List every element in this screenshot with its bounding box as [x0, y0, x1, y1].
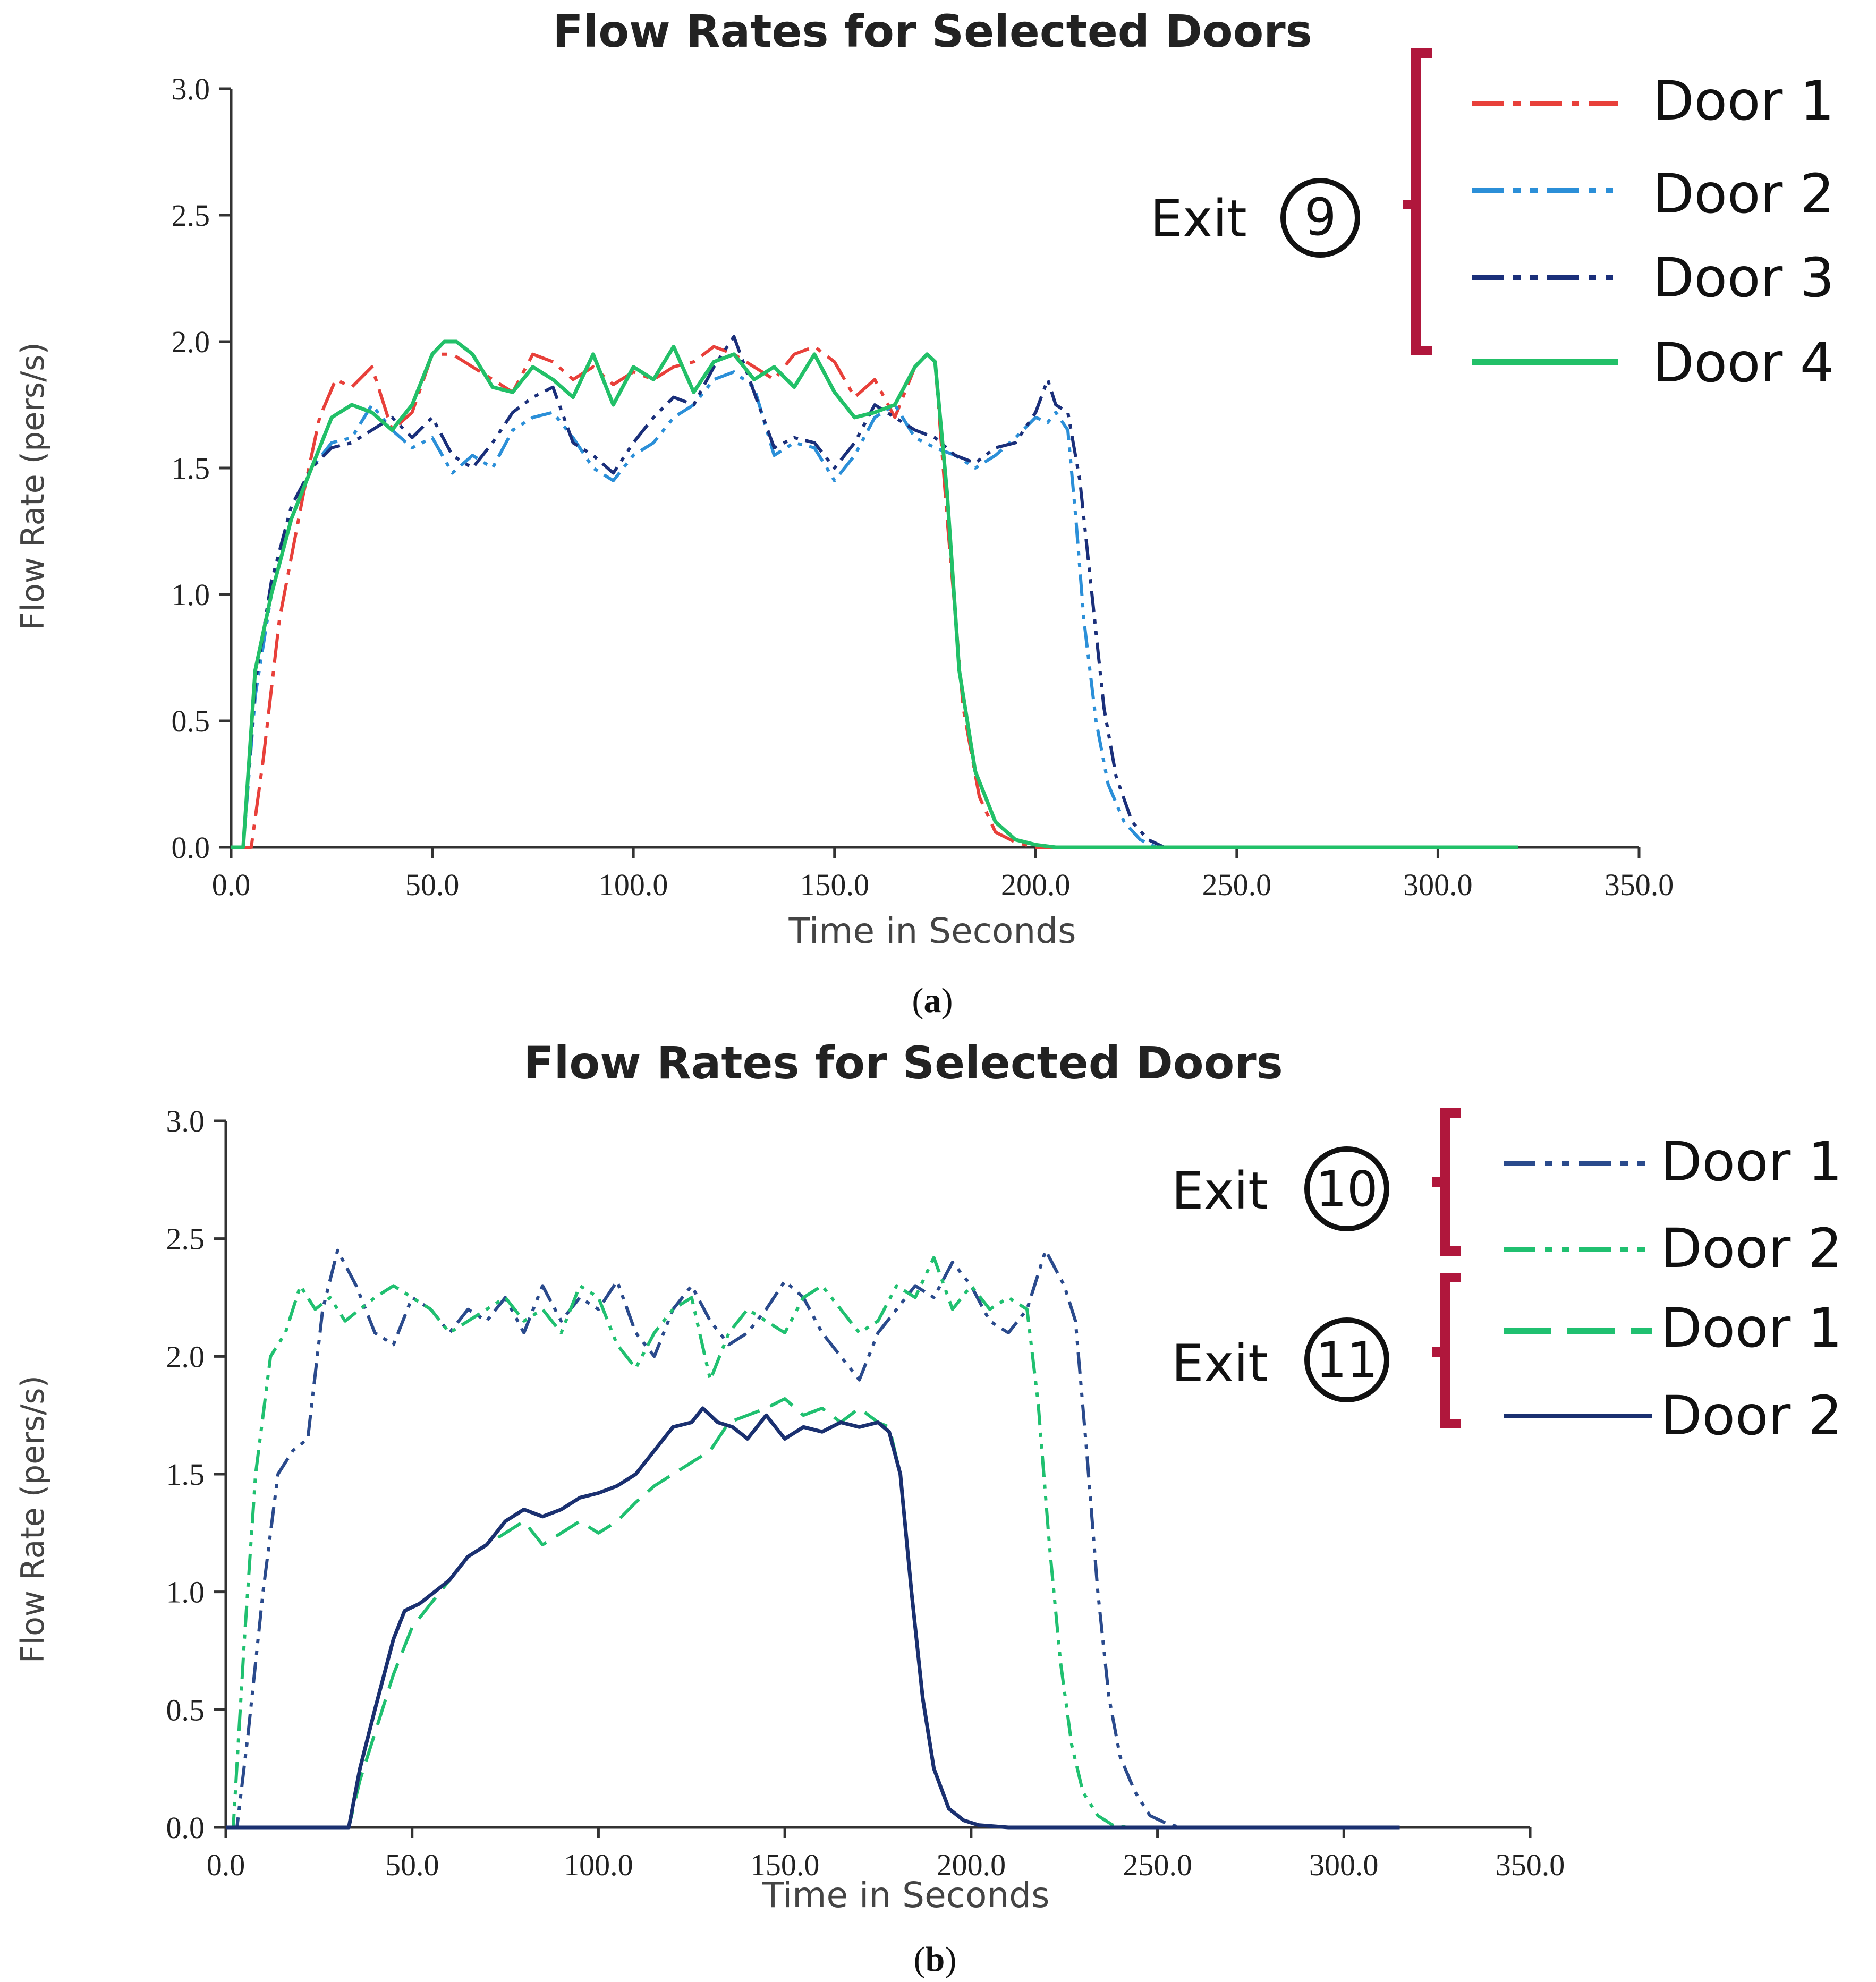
y-tick-label-b: 0.5: [166, 1692, 205, 1727]
panel-caption-b: (b): [914, 1940, 957, 1979]
series-line-a-3-door-3: [231, 335, 1518, 849]
legend-bracket-exit-9: [1403, 48, 1432, 355]
series-line-a-4-door-4: [231, 339, 1518, 849]
x-tick-label-b: 50.0: [385, 1848, 439, 1882]
series-line-b-2-door-2: [226, 1256, 1400, 1829]
legend-exit-number-11: 11: [1315, 1332, 1378, 1389]
y-axis-label-a: Flow Rate (pers/s): [14, 342, 52, 630]
x-tick-label-b: 200.0: [937, 1848, 1006, 1882]
y-tick-label-a: 1.5: [172, 451, 210, 486]
chart-title-a: Flow Rates for Selected Doors: [553, 5, 1312, 57]
axes-b: 0.0 0.5 1.0 1.5 2.0 2.5 3.0 0.0 50.0 100.0 150.0 20…: [166, 1104, 1565, 1882]
legend-exit-number-9: 9: [1304, 188, 1336, 247]
legend-label-a-door-2: Door 2: [1652, 163, 1835, 226]
y-tick-label-b: 2.0: [166, 1339, 205, 1374]
legend-label-b-exit10-door-1: Door 1: [1660, 1130, 1843, 1194]
caption-close-paren-b: ): [945, 1940, 956, 1979]
legend-a: Exit 9 Door 1 Door 2 Door 3 Door 4: [1150, 48, 1835, 395]
svg-text:(b): (b): [914, 1940, 957, 1979]
legend-exit-label-9: Exit: [1150, 189, 1247, 249]
x-tick-label-a: 200.0: [1001, 867, 1071, 902]
x-tick-label-a: 50.0: [405, 867, 460, 902]
y-tick-label-b: 3.0: [166, 1104, 205, 1138]
caption-open-paren-a: (: [912, 981, 924, 1020]
series-group-b: [226, 1248, 1400, 1830]
x-tick-label-a: 150.0: [800, 867, 869, 902]
legend-label-a-door-3: Door 3: [1652, 246, 1835, 310]
y-tick-label-a: 2.0: [172, 325, 210, 359]
x-tick-label-b: 300.0: [1309, 1848, 1379, 1882]
axes-a: 0.0 0.5 1.0 1.5 2.0 2.5 3.0 0.0 50.0 100.0 150.0 20…: [172, 72, 1674, 902]
y-tick-label-a: 0.0: [172, 830, 210, 865]
series-line-b-4-door-2: [226, 1406, 1400, 1830]
x-axis-label-a: Time in Seconds: [788, 911, 1076, 951]
series-line-a-1-door-1: [231, 345, 1518, 849]
legend-exit-label-10: Exit: [1172, 1161, 1268, 1221]
legend-label-b-exit11-door-1: Door 1: [1660, 1297, 1843, 1360]
chart-title-b: Flow Rates for Selected Doors: [523, 1037, 1283, 1089]
x-tick-label-a: 250.0: [1202, 867, 1272, 902]
y-tick-label-b: 0.0: [166, 1810, 205, 1845]
x-tick-label-b: 350.0: [1496, 1848, 1565, 1882]
series-group-a: [231, 335, 1518, 849]
panel-a: Flow Rates for Selected Doors Flow Rate …: [14, 5, 1835, 1020]
legend-label-b-exit10-door-2: Door 2: [1660, 1217, 1843, 1280]
legend-exit-number-circle-10: [1304, 1146, 1389, 1231]
panel-caption-a: (a): [912, 981, 953, 1020]
legend-exit-number-10: 10: [1315, 1161, 1378, 1218]
y-tick-label-b: 1.0: [166, 1575, 205, 1610]
svg-text:(a): (a): [912, 981, 953, 1020]
legend-exit-label-11: Exit: [1172, 1334, 1268, 1393]
panel-b: Flow Rates for Selected Doors Flow Rate …: [14, 1037, 1843, 1979]
caption-letter-b: b: [926, 1940, 945, 1979]
legend-label-b-exit11-door-2: Door 2: [1660, 1384, 1843, 1448]
x-tick-label-a: 0.0: [212, 867, 251, 902]
x-tick-label-b: 100.0: [564, 1848, 633, 1882]
y-axis-label-b: Flow Rate (pers/s): [14, 1375, 52, 1663]
x-tick-label-b: 250.0: [1123, 1848, 1192, 1882]
legend-bracket-exit-10: [1432, 1108, 1461, 1256]
legend-exit-number-circle-11: [1304, 1317, 1389, 1402]
x-tick-label-a: 300.0: [1403, 867, 1473, 902]
legend-bracket-exit-11: [1432, 1273, 1461, 1428]
caption-letter-a: a: [924, 981, 941, 1020]
y-tick-label-a: 1.0: [172, 577, 210, 612]
x-tick-label-a: 100.0: [599, 867, 668, 902]
legend-exit-number-circle-9: [1280, 178, 1360, 258]
series-line-b-1-door-1: [226, 1248, 1400, 1829]
series-line-a-2-door-2: [231, 370, 1518, 849]
legend-label-a-door-1: Door 1: [1652, 70, 1835, 133]
caption-close-paren-a: ): [941, 981, 953, 1020]
y-tick-label-b: 2.5: [166, 1222, 205, 1256]
y-tick-label-b: 1.5: [166, 1457, 205, 1492]
x-tick-label-a: 350.0: [1605, 867, 1674, 902]
x-tick-label-b: 150.0: [750, 1848, 820, 1882]
x-axis-label-b: Time in Seconds: [762, 1875, 1050, 1916]
y-tick-label-a: 0.5: [172, 704, 210, 738]
caption-open-paren-b: (: [914, 1940, 926, 1979]
series-line-b-3-door-1: [226, 1397, 1400, 1829]
x-tick-label-b: 0.0: [207, 1848, 245, 1882]
y-tick-label-a: 2.5: [172, 198, 210, 233]
y-tick-label-a: 3.0: [172, 72, 210, 106]
legend-b: Exit 10 Exit 11 Door 1 Door 2 Door 1 Doo…: [1172, 1108, 1843, 1448]
legend-label-a-door-4: Door 4: [1652, 331, 1835, 395]
